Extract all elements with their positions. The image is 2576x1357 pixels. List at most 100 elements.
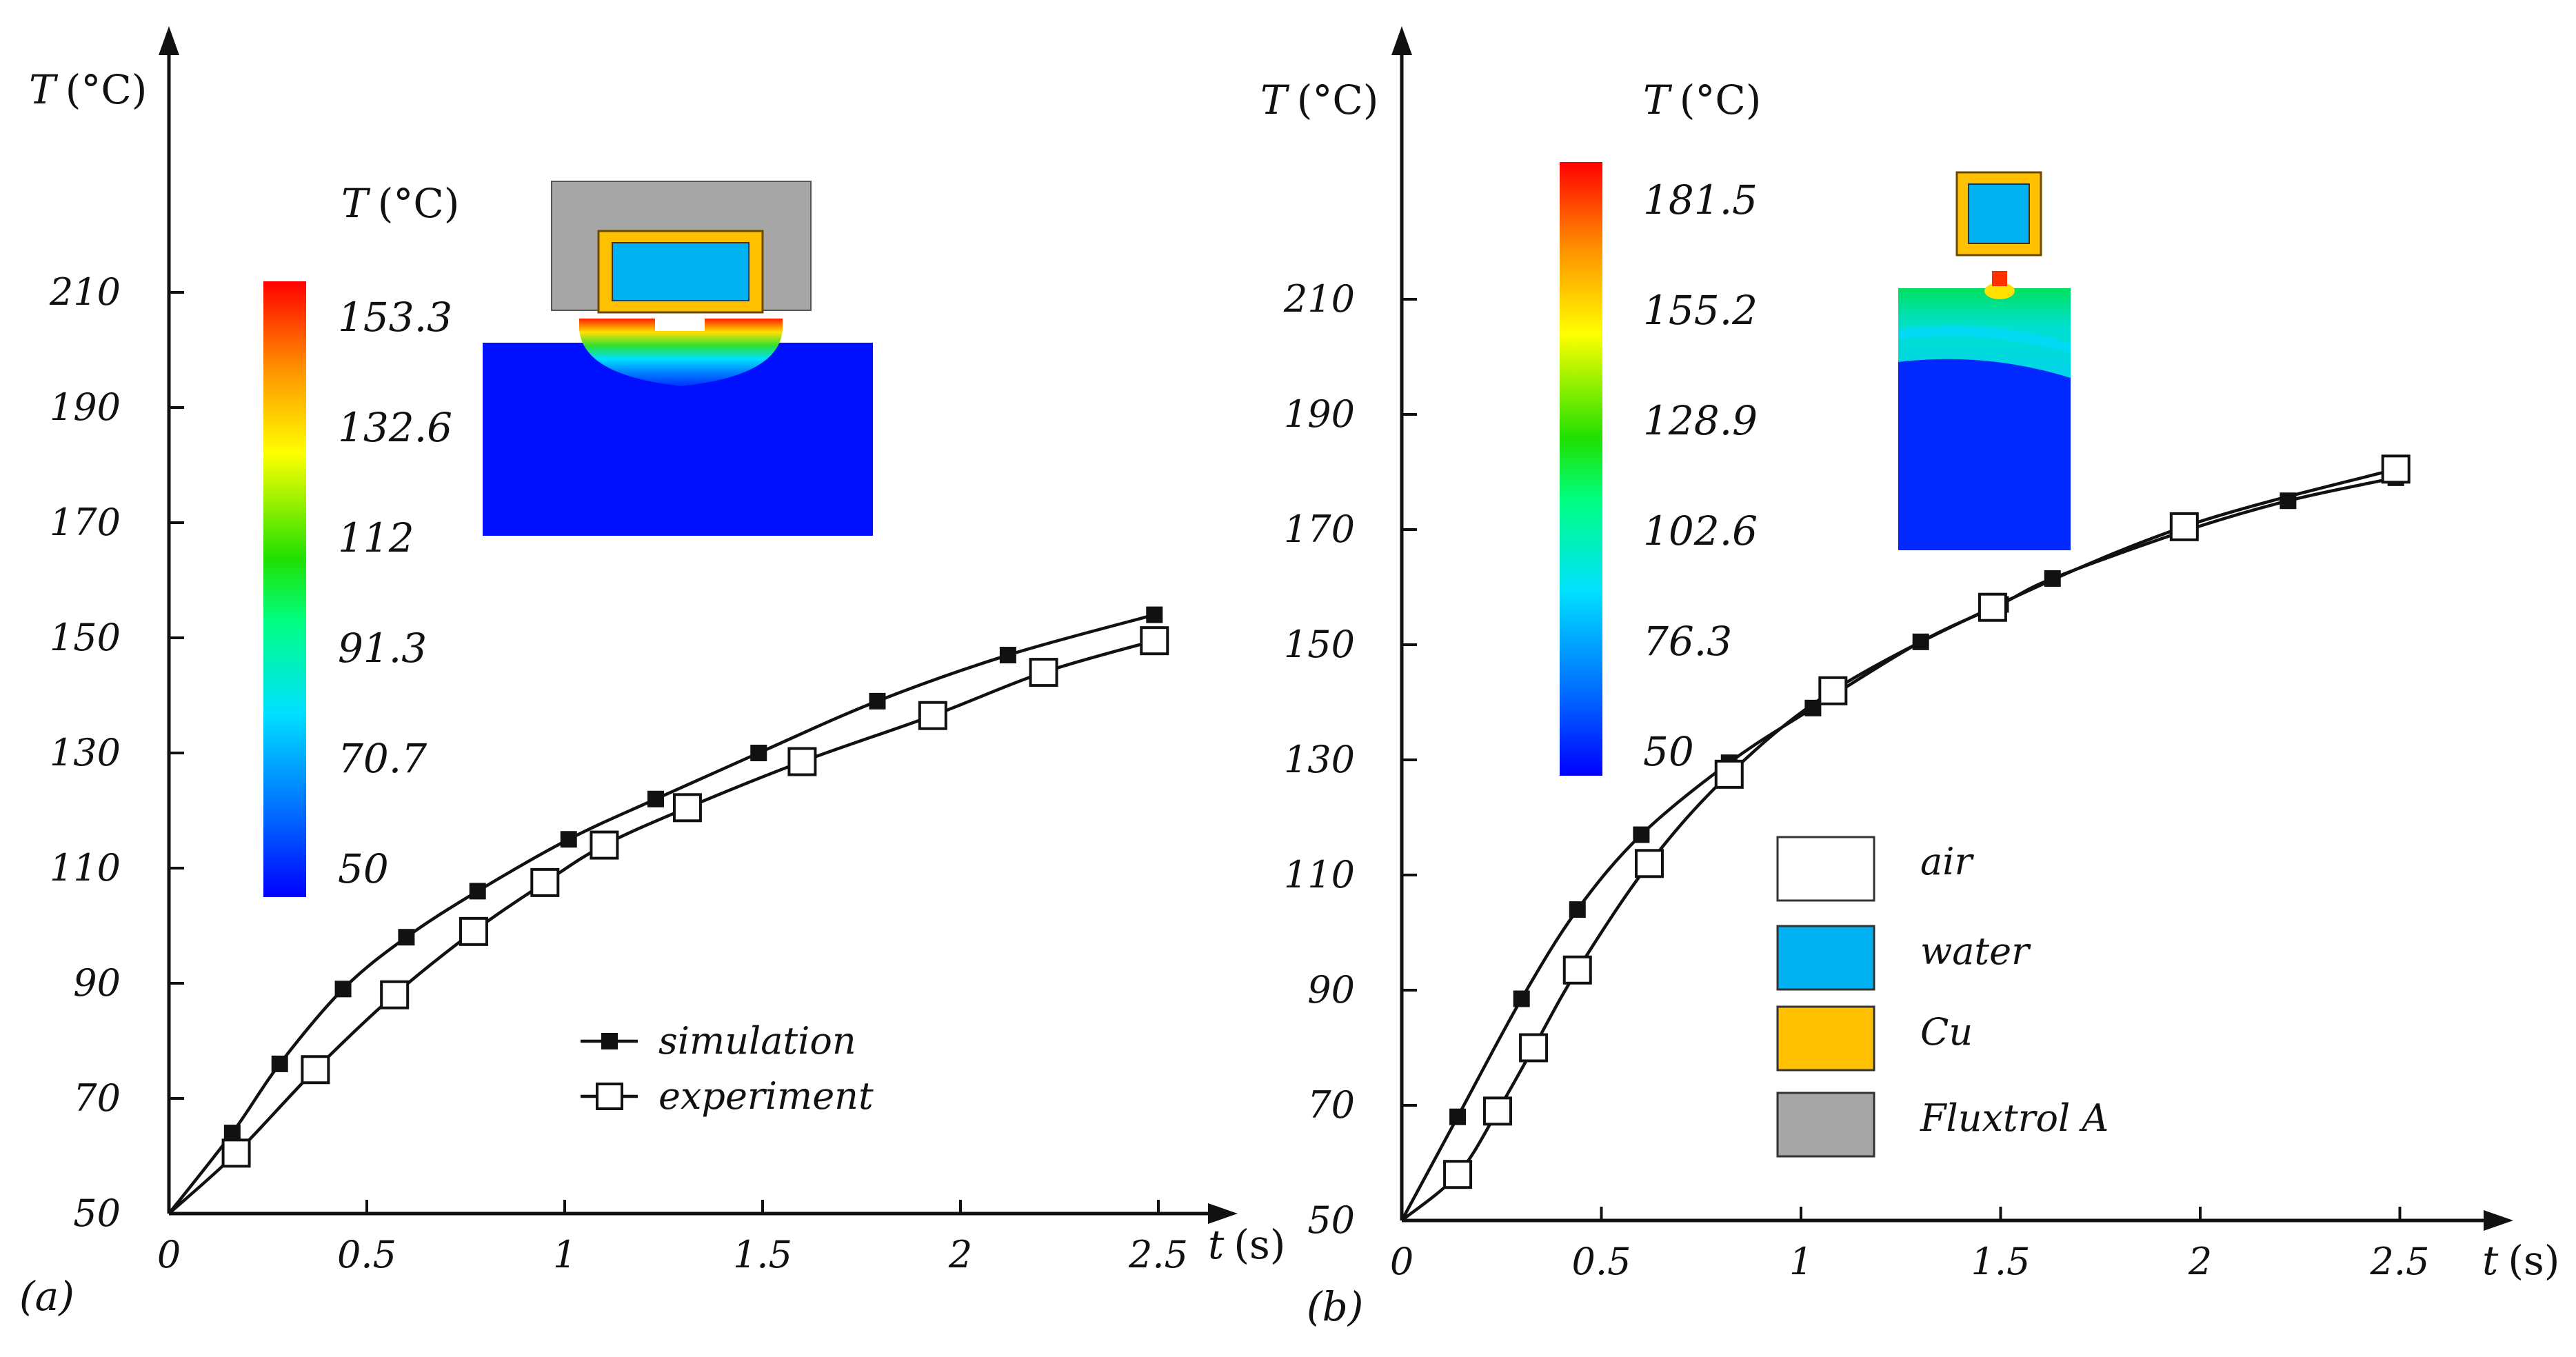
- legend-cu-swatch: [1776, 1005, 1875, 1072]
- y-tick-label: 70: [73, 1076, 121, 1120]
- y-tick-label: 150: [1284, 623, 1355, 666]
- data-point-experiment: [1482, 1096, 1512, 1126]
- x-tick-label: 1: [1789, 1240, 1813, 1283]
- data-point-simulation: [647, 790, 665, 807]
- legend-fluxtrol-label: Fluxtrol A: [1920, 1096, 2109, 1140]
- panel-a: 50 70 90 110 130 150 170 190 210 0 0.5 1 1.5 2 2.5 T(…: [19, 26, 1285, 1320]
- x-tick-label: 0: [157, 1233, 181, 1276]
- x-tick-label: 0.5: [337, 1233, 396, 1276]
- colorbar-label: 181.5: [1643, 177, 1758, 223]
- data-point-experiment: [787, 747, 817, 776]
- legend-fluxtrol-swatch: [1776, 1092, 1875, 1158]
- y-tick-label: 210: [1283, 277, 1355, 321]
- y-tick-label: 110: [50, 846, 121, 889]
- y-tick-label: 150: [50, 616, 121, 659]
- data-point-experiment: [1978, 592, 2007, 622]
- panel-b-water-channel: [1968, 183, 2030, 244]
- panel-b-label: (b): [1307, 1283, 1363, 1330]
- data-point-simulation: [1633, 826, 1650, 843]
- panel-b-colorbar: [1560, 162, 1602, 776]
- panel-a-colorbar: [263, 281, 306, 897]
- data-point-experiment: [1519, 1033, 1549, 1063]
- data-point-simulation: [334, 981, 352, 998]
- data-point-experiment: [590, 830, 619, 860]
- colorbar-label: 50: [338, 845, 389, 892]
- series-line-experiment: [168, 639, 1155, 1215]
- panel-a-x-arrow: [1208, 1203, 1238, 1224]
- x-tick-label: 2: [948, 1233, 972, 1276]
- panel-b-thermal-inset: [1898, 171, 2071, 550]
- y-tick-label: 70: [1307, 1083, 1355, 1127]
- panel-a-water-channel: [612, 242, 749, 301]
- legend-air-label: air: [1920, 840, 1974, 883]
- legend-simulation-marker: [601, 1033, 618, 1049]
- panel-a-x-label: t (s): [1208, 1221, 1285, 1268]
- data-point-experiment: [1443, 1160, 1473, 1189]
- x-tick-label: 1.5: [733, 1233, 792, 1276]
- colorbar-label: 50: [1643, 728, 1694, 775]
- y-tick-label: 90: [73, 961, 121, 1005]
- panel-a-heated-zone: [579, 319, 783, 386]
- colorbar-label: 91.3: [338, 625, 427, 672]
- data-point-experiment: [672, 793, 702, 823]
- panel-b-isotherm: [1898, 325, 2071, 353]
- colorbar-label: 102.6: [1643, 507, 1758, 554]
- panel-b-hot-spot: [1984, 283, 2015, 299]
- data-point-experiment: [1029, 658, 1058, 687]
- y-tick-label: 170: [1284, 507, 1355, 551]
- legend-cu-label: Cu: [1920, 1010, 1973, 1054]
- panel-a-colorbar-title: T (°C): [341, 180, 459, 227]
- series-line-simulation: [1400, 476, 2397, 1222]
- panel-a-thermal-inset: [483, 181, 873, 536]
- data-point-simulation: [1569, 901, 1586, 918]
- data-point-simulation: [560, 831, 577, 848]
- legend-simulation-label: simulation: [658, 1019, 856, 1063]
- panel-a-series: [168, 606, 1169, 1215]
- legend-air-swatch: [1776, 836, 1875, 902]
- data-point-experiment: [1140, 626, 1169, 656]
- colorbar-label: 153.3: [338, 294, 452, 341]
- legend-experiment-marker: [596, 1083, 623, 1110]
- y-tick-label: 90: [1307, 968, 1355, 1012]
- data-point-experiment: [1634, 849, 1664, 878]
- y-tick-label: 210: [49, 270, 121, 314]
- data-point-simulation: [469, 883, 486, 900]
- x-tick-label: 0.5: [1572, 1240, 1631, 1283]
- data-point-simulation: [1146, 606, 1163, 623]
- colorbar-label: 128.9: [1643, 397, 1758, 444]
- panel-b-x-arrow: [2484, 1210, 2513, 1231]
- panel-a-air-gap: [655, 316, 705, 331]
- data-point-experiment: [1818, 676, 1848, 705]
- x-tick-label: 0: [1390, 1240, 1413, 1283]
- panel-a-y-label: T (°C): [29, 66, 147, 113]
- legend-water-swatch: [1776, 925, 1875, 991]
- panel-a-y-arrow: [159, 26, 179, 55]
- data-point-experiment: [1562, 955, 1592, 985]
- data-point-simulation: [869, 692, 886, 710]
- data-point-simulation: [398, 929, 415, 946]
- panel-b-cold-region: [1898, 359, 2071, 550]
- data-point-experiment: [918, 701, 947, 730]
- y-tick-label: 50: [1307, 1198, 1355, 1242]
- panel-a-y-ticks: 50 70 90 110 130 150 170 190 210: [49, 270, 184, 1235]
- panel-b: 50 70 90 110 130 150 170 190 210 0 0.5 1 1.5 2 2.5 T(…: [1260, 26, 2559, 1330]
- panel-a-x-ticks: 0 0.5 1 1.5 2 2.5: [157, 1200, 1188, 1276]
- colorbar-label: 112: [338, 514, 414, 561]
- panel-b-x-ticks: 0 0.5 1 1.5 2 2.5: [1390, 1207, 2429, 1283]
- y-tick-label: 190: [50, 385, 121, 429]
- data-point-experiment: [530, 867, 560, 897]
- y-tick-label: 50: [73, 1192, 121, 1235]
- data-point-experiment: [301, 1055, 330, 1085]
- panel-b-hot-tip: [1992, 271, 2007, 286]
- y-tick-label: 110: [1284, 853, 1355, 896]
- y-tick-label: 190: [1284, 392, 1355, 436]
- y-tick-label: 130: [1284, 738, 1355, 781]
- panel-b-colorbar-labels: 181.5 155.2 128.9 102.6 76.3 50: [1643, 177, 1758, 775]
- x-tick-label: 2.5: [1128, 1233, 1188, 1276]
- data-point-simulation: [1449, 1108, 1467, 1125]
- panel-b-series: [1400, 454, 2411, 1222]
- panel-b-y-label: T (°C): [1260, 77, 1378, 123]
- data-point-simulation: [999, 647, 1016, 664]
- panel-b-y-ticks: 50 70 90 110 130 150 170 190 210: [1283, 277, 1417, 1242]
